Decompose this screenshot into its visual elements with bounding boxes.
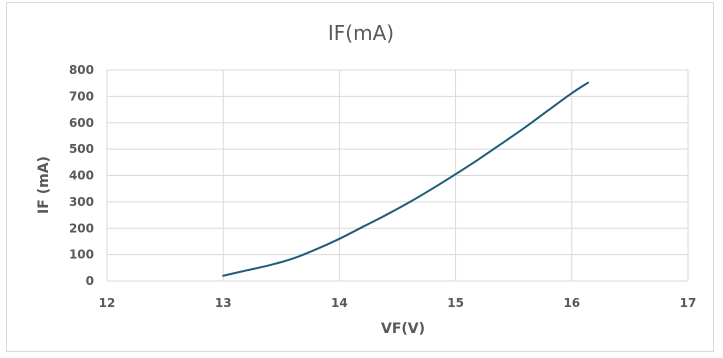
- x-tick-label: 13: [215, 296, 232, 310]
- chart-title: IF(mA): [328, 21, 394, 45]
- x-tick-label: 14: [331, 296, 348, 310]
- y-tick-label: 200: [69, 221, 94, 235]
- y-tick-label: 400: [69, 169, 94, 183]
- x-tick-label: 17: [680, 296, 697, 310]
- y-tick-label: 600: [69, 116, 94, 130]
- x-tick-label: 12: [99, 296, 116, 310]
- y-axis-label: IF (mA): [36, 156, 52, 214]
- y-tick-label: 500: [69, 142, 94, 156]
- y-tick-label: 0: [86, 274, 94, 288]
- chart-frame: [6, 2, 714, 352]
- y-tick-label: 700: [69, 89, 94, 103]
- y-tick-label: 300: [69, 195, 94, 209]
- y-tick-label: 800: [69, 63, 94, 77]
- series-line: [222, 81, 590, 277]
- x-axis-label: VF(V): [381, 321, 425, 337]
- x-tick-label: 15: [447, 296, 464, 310]
- y-tick-label: 100: [69, 248, 94, 262]
- x-tick-label: 16: [563, 296, 580, 310]
